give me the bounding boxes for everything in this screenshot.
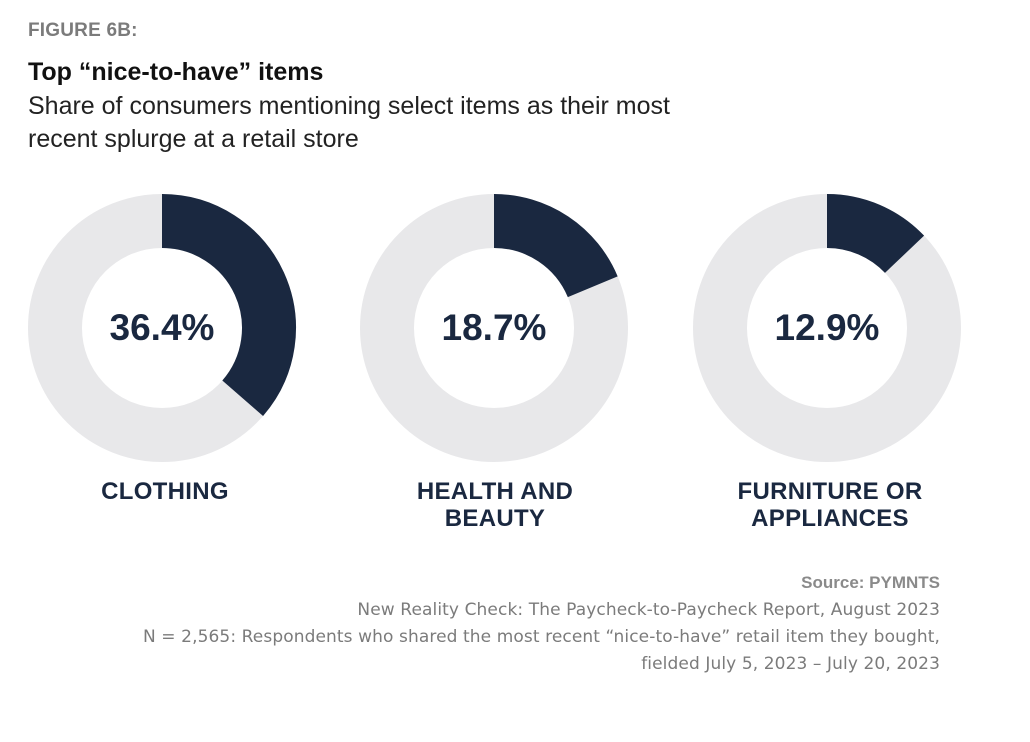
source-line-report: New Reality Check: The Paycheck-to-Paych…: [357, 600, 940, 620]
donut-value-label: 18.7%: [442, 307, 547, 348]
donut-clothing: 36.4%: [26, 192, 298, 464]
donut-value-arc: [493, 194, 618, 299]
category-label-health-and-beauty: HEALTH AND BEAUTY: [416, 478, 574, 532]
donut-health-and-beauty: 18.7%: [358, 192, 630, 464]
source-title: Source: PYMNTS: [801, 573, 940, 592]
chart-title: Top “nice-to-have” items: [28, 58, 324, 86]
source-line-fielded: fielded July 5, 2023 – July 20, 2023: [641, 654, 940, 674]
category-label-furniture-or-appliances: FURNITURE OR APPLIANCES: [737, 478, 923, 532]
donut-value-arc: [161, 194, 296, 416]
source-line-sample: N = 2,565: Respondents who shared the mo…: [142, 627, 940, 647]
figure-label: FIGURE 6B:: [28, 20, 138, 41]
donut-value-arc: [826, 194, 925, 274]
donut-value-label: 12.9%: [775, 307, 880, 348]
chart-subtitle: Share of consumers mentioning select ite…: [28, 92, 670, 153]
donut-furniture-or-appliances: 12.9%: [691, 192, 963, 464]
category-label-clothing: CLOTHING: [101, 478, 229, 505]
donut-value-label: 36.4%: [110, 307, 215, 348]
